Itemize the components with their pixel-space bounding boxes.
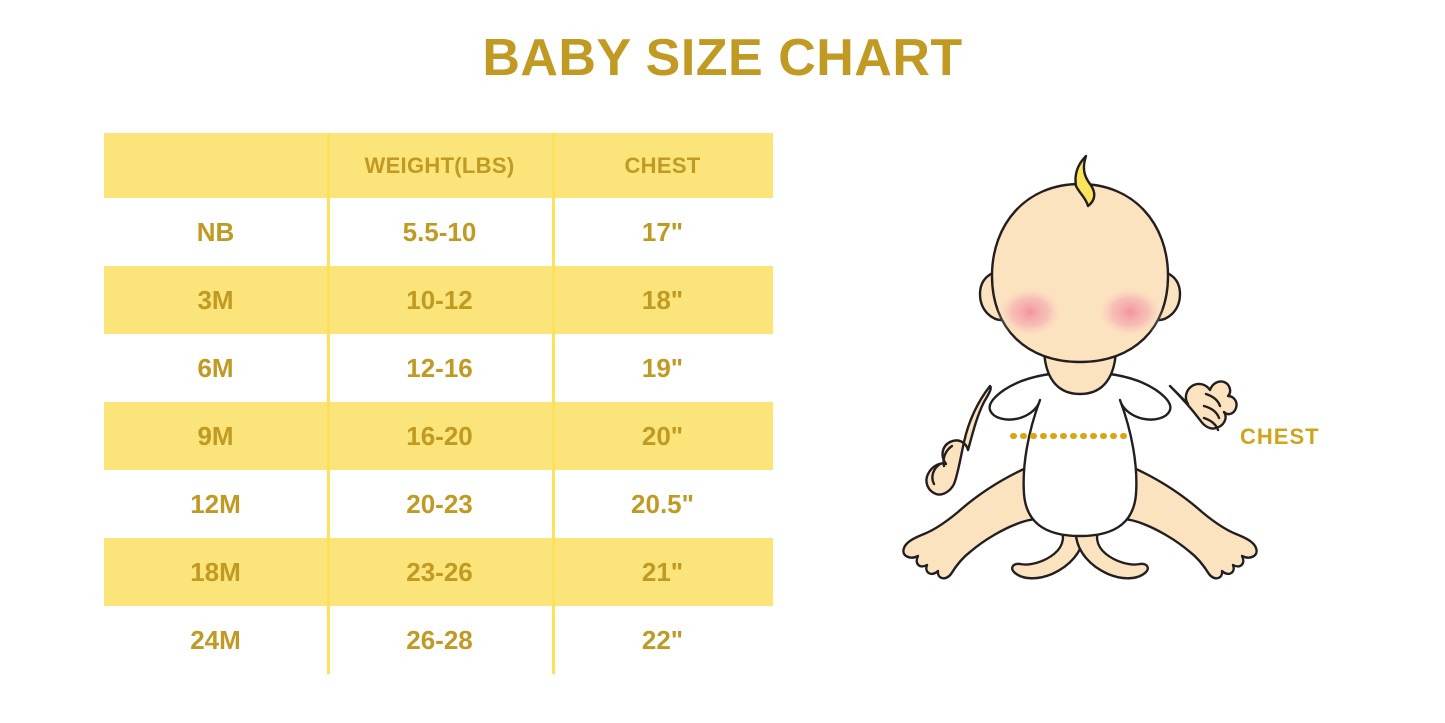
baby-illustration (880, 150, 1280, 610)
left-arm-group (925, 384, 992, 496)
header-cell-chest: CHEST (624, 152, 701, 178)
cell-size: 24M (190, 624, 241, 655)
table-row: 18M 23-26 21" (104, 538, 773, 606)
hair-curl-icon (1074, 154, 1096, 208)
page-title: BABY SIZE CHART (482, 29, 963, 87)
size-table: WEIGHT(LBS) CHEST NB 5.5-10 17" 3M 10-12… (104, 133, 773, 674)
cell-chest: 19" (641, 352, 684, 383)
column-divider-2 (552, 133, 555, 674)
chest-measurement-label: CHEST (1240, 424, 1320, 449)
onesie (988, 370, 1172, 538)
cell-weight: 10-12 (406, 284, 473, 315)
cell-weight: 12-16 (406, 352, 473, 383)
table-row: NB 5.5-10 17" (104, 198, 773, 266)
table-row: 24M 26-28 22" (104, 606, 773, 674)
cell-size: 9M (197, 420, 234, 451)
table-row: 3M 10-12 18" (104, 266, 773, 334)
table-row: 9M 16-20 20" (104, 402, 773, 470)
table-header-row: WEIGHT(LBS) CHEST (104, 133, 773, 198)
cell-chest: 20" (641, 420, 684, 451)
cell-chest: 22" (641, 624, 684, 655)
cell-weight: 23-26 (406, 556, 473, 587)
table-row: 12M 20-23 20.5" (104, 470, 773, 538)
right-arm-group (1168, 380, 1238, 432)
cell-size: 18M (190, 556, 241, 587)
cell-weight: 26-28 (406, 624, 473, 655)
cell-chest: 17" (641, 216, 684, 247)
cell-weight: 16-20 (406, 420, 473, 451)
header-cell-weight: WEIGHT(LBS) (364, 152, 515, 178)
cell-size: 3M (197, 284, 234, 315)
cell-size: 6M (197, 352, 234, 383)
cell-chest: 21" (641, 556, 684, 587)
cell-size: 12M (190, 488, 241, 519)
cell-weight: 5.5-10 (402, 216, 477, 247)
column-divider-1 (327, 133, 330, 674)
cell-chest: 18" (641, 284, 684, 315)
cell-weight: 20-23 (406, 488, 473, 519)
cheeks (996, 286, 1164, 338)
cell-size: NB (196, 216, 235, 247)
table-row: 6M 12-16 19" (104, 334, 773, 402)
cell-chest: 20.5" (631, 488, 694, 519)
